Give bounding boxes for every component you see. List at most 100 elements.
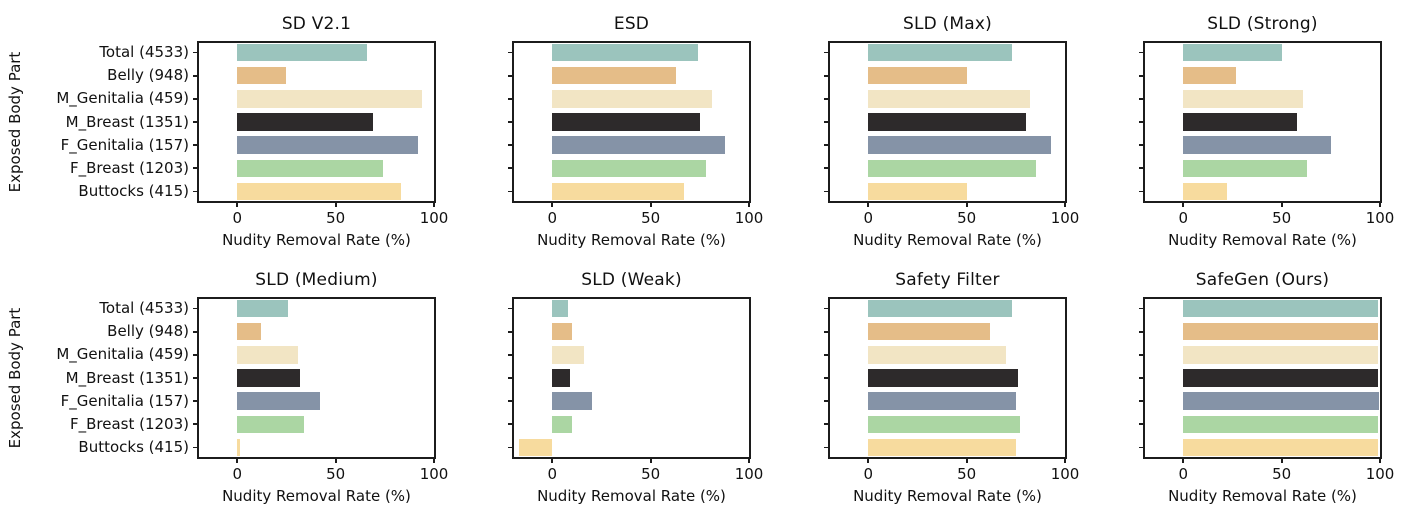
x-tick-label: 100 — [734, 209, 764, 227]
bar-total-4533 — [552, 299, 569, 318]
y-tick — [508, 144, 512, 147]
y-tick — [508, 377, 512, 379]
category-label: Buttocks (415) — [78, 181, 189, 200]
category-label: F_Genitalia (157) — [60, 135, 189, 154]
y-tick — [824, 97, 828, 100]
y-tick — [824, 423, 828, 426]
bar-m-breast-1351 — [1183, 113, 1298, 131]
bar-m-genitalia-459 — [552, 346, 584, 364]
bar-m-genitalia-459 — [1183, 90, 1304, 108]
x-tick — [551, 459, 554, 463]
bar-m-breast-1351 — [237, 369, 301, 387]
y-tick — [193, 330, 197, 333]
y-tick — [1139, 423, 1143, 426]
chart-title: SD V2.1 — [281, 14, 352, 34]
y-tick — [1139, 307, 1143, 310]
y-tick — [824, 51, 828, 54]
x-tick — [748, 459, 750, 463]
y-tick — [193, 144, 197, 147]
bar-total-4533 — [237, 43, 368, 62]
bar-belly-948 — [552, 322, 572, 341]
x-tick-label: 0 — [547, 465, 558, 483]
x-tick-label: 0 — [232, 209, 243, 227]
bar-f-genitalia-157 — [552, 392, 592, 410]
y-tick — [508, 74, 512, 77]
bar-f-genitalia-157 — [237, 136, 419, 154]
x-tick — [867, 459, 870, 463]
x-tick — [1064, 459, 1066, 463]
x-tick — [1182, 203, 1185, 207]
bar-total-4533 — [552, 43, 698, 62]
y-tick — [193, 353, 197, 356]
x-tick-label: 50 — [957, 209, 977, 227]
bar-buttocks-415 — [1183, 182, 1227, 201]
y-tick — [193, 190, 197, 193]
y-tick — [193, 97, 197, 100]
chart-title: SLD (Strong) — [1207, 14, 1318, 34]
bar-f-breast-1203 — [1183, 159, 1308, 178]
x-axis-label: Nudity Removal Rate (%) — [222, 231, 411, 249]
y-tick — [1139, 121, 1143, 123]
x-tick — [433, 459, 435, 463]
y-tick — [193, 400, 197, 403]
y-tick — [1139, 167, 1143, 170]
chart-title: SafeGen (Ours) — [1195, 270, 1330, 290]
y-tick — [824, 74, 828, 77]
bar-belly-948 — [552, 66, 677, 85]
bar-f-genitalia-157 — [868, 136, 1052, 154]
y-tick — [508, 307, 512, 310]
y-tick — [1139, 400, 1143, 403]
x-tick — [1064, 203, 1066, 207]
y-tick — [193, 446, 197, 449]
subplot-sld-weak: SLD (Weak) 0 50 100 Nudity Removal Rate (%) — [508, 270, 763, 505]
y-tick — [508, 121, 512, 123]
category-label: M_Breast (1351) — [65, 368, 189, 387]
y-tick — [508, 423, 512, 426]
x-tick-label: 0 — [1178, 209, 1189, 227]
subplot-sld-strong: SLD (Strong) 0 50 100 Nudity Removal Rate (%… — [1139, 14, 1394, 249]
x-tick-label: 50 — [641, 465, 661, 483]
y-tick — [824, 400, 828, 403]
x-tick-label: 0 — [1178, 465, 1189, 483]
x-tick — [1182, 459, 1185, 463]
bar-belly-948 — [1183, 322, 1379, 341]
x-tick-label: 100 — [1365, 465, 1395, 483]
x-tick-label: 50 — [641, 209, 661, 227]
bar-f-genitalia-157 — [552, 136, 726, 154]
x-axis-label: Nudity Removal Rate (%) — [1168, 487, 1357, 505]
bar-belly-948 — [868, 66, 967, 85]
bar-total-4533 — [237, 299, 289, 318]
y-tick — [1139, 144, 1143, 147]
y-tick — [1139, 377, 1143, 379]
plot-frame — [197, 297, 436, 459]
y-tick — [508, 97, 512, 100]
x-tick — [551, 203, 554, 207]
y-tick — [508, 167, 512, 170]
y-tick — [193, 51, 197, 54]
x-tick — [965, 203, 968, 207]
bar-m-breast-1351 — [237, 113, 374, 131]
bar-f-breast-1203 — [237, 159, 383, 178]
subplot-safety-filter: Safety Filter 0 50 100 Nudity Removal Rate (… — [824, 270, 1079, 505]
category-label: F_Breast (1203) — [69, 158, 189, 177]
bar-f-breast-1203 — [237, 415, 305, 434]
category-label: M_Breast (1351) — [65, 112, 189, 131]
chart-title: SLD (Medium) — [255, 270, 378, 290]
bar-m-genitalia-459 — [868, 90, 1030, 108]
bar-f-breast-1203 — [868, 415, 1020, 434]
y-tick — [1139, 353, 1143, 356]
bar-f-genitalia-157 — [1183, 136, 1331, 154]
bar-m-breast-1351 — [1183, 369, 1379, 387]
category-label: Belly (948) — [107, 322, 189, 341]
x-tick-label: 100 — [419, 209, 449, 227]
y-tick — [1139, 446, 1143, 449]
bar-buttocks-415 — [518, 438, 553, 457]
x-tick-label: 0 — [547, 209, 558, 227]
x-axis-label: Nudity Removal Rate (%) — [537, 487, 726, 505]
subplot-esd: ESD 0 50 100 Nudity Removal Rate (%) — [508, 14, 763, 249]
subplot-safegen-ours: SafeGen (Ours) 0 50 100 Nudity Removal Rate … — [1139, 270, 1394, 505]
x-tick-label: 50 — [1272, 209, 1292, 227]
category-label: M_Genitalia (459) — [56, 345, 189, 364]
x-tick-label: 50 — [957, 465, 977, 483]
y-tick — [193, 121, 197, 123]
